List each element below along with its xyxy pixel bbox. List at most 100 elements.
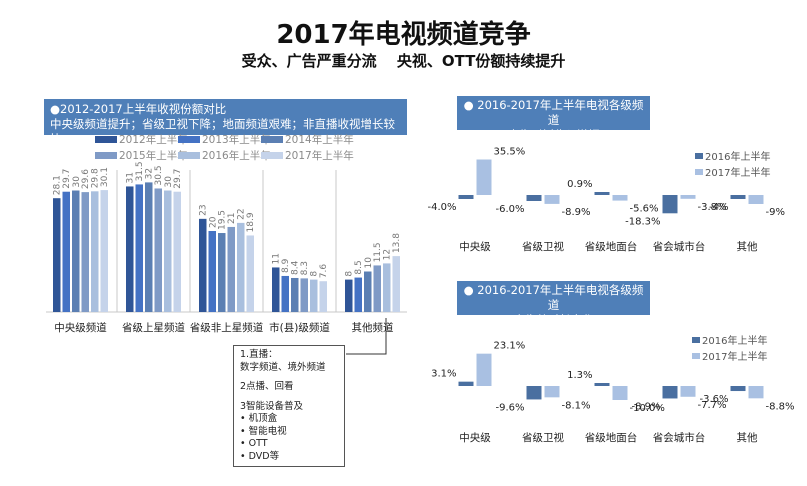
bar [458,195,474,199]
right-bottom-panel-header: ● 2016-2017年上半年电视各级频道 广告总时长变化 [457,281,650,327]
bar [748,195,764,204]
bar [383,263,391,312]
legend-swatch [95,136,117,143]
legend-swatch [695,169,703,175]
page-subtitle: 受众、广告严重分流 央视、OTT份额持续提升 [241,52,566,70]
note-line: 2点播、回看 [240,381,294,392]
category-label: 省级卫视 [522,240,564,253]
data-label: 29.7 [173,169,183,189]
bar [662,195,678,214]
data-label: 31.5 [135,161,145,181]
data-label: 29.7 [62,169,72,189]
legend-swatch [178,152,200,159]
right-top-header-line1: ● 2016-2017年上半年电视各级频道 [463,98,644,127]
bar [364,271,372,312]
category-label: 省级上星频道 [122,321,185,334]
bar [373,265,381,312]
note-line: 数字频道、境外频道 [240,361,326,373]
data-label: 10 [364,257,374,269]
category-label: 其他频道 [352,321,394,334]
legend-label: 2016年上半年 [705,150,770,163]
bar [126,186,134,312]
data-label: -10.0% [630,403,665,414]
data-label: -4% [709,202,728,213]
bar [680,386,696,397]
data-label: 35.5% [494,147,526,158]
bar [354,277,362,312]
data-label: -3.6% [699,394,728,405]
data-label: -9.6% [495,402,524,413]
category-label: 省级卫视 [522,431,564,444]
bar [53,198,61,312]
legend-label: 2016年上半年 [702,334,767,347]
data-label: 23.1% [494,341,526,352]
data-label: 8.3 [300,261,310,275]
note-line: 1.直播： [240,349,278,360]
legend-swatch [692,337,700,343]
data-label: 8 [310,271,320,277]
legend-swatch [95,152,117,159]
note-line: • 机顶盒 [240,413,278,424]
data-label: 31 [126,172,136,183]
left-panel-header-line1: ●2012-2017上半年收视份额对比 [50,102,227,116]
category-label: 省级地面台 [585,431,638,444]
bar [526,195,542,201]
bar [72,190,80,312]
note-line: • 智能电视 [240,425,287,437]
legend-label: 2017年上半年 [285,149,354,162]
bar [246,235,254,312]
bar [476,159,492,195]
legend-label: 2015年上半年 [119,149,188,162]
data-label: 22 [237,208,247,219]
data-label: -9% [766,207,785,218]
category-label: 中央级频道 [54,321,107,334]
category-label: 其他 [737,240,758,253]
legend-swatch [261,136,283,143]
data-label: 19.5 [218,210,228,230]
bar [237,222,245,312]
bar [173,191,181,312]
bar [319,281,327,312]
data-label: 8.5 [354,260,364,274]
bar [154,188,162,312]
legend-swatch [695,153,703,159]
data-label: 30.1 [100,167,110,187]
data-label: -18.3% [625,216,660,227]
category-label: 省级地面台 [585,240,638,253]
data-label: 13.8 [392,233,402,253]
data-label: 29.8 [91,168,101,188]
legend-label: 2017年上半年 [702,350,767,363]
bar [100,190,108,312]
data-label: 32 [145,168,155,179]
data-label: 8 [345,271,355,277]
data-label: -8.8% [766,401,795,412]
data-label: 7.6 [319,264,329,279]
bar [476,353,492,386]
data-label: -3.8% [698,202,727,213]
category-label: 省会城市台 [653,431,706,444]
data-label: 29.6 [81,169,91,189]
data-label: 20 [208,216,218,228]
category-label: 中央级 [459,240,491,253]
data-label: -8.9% [562,207,591,218]
data-label: -6.0% [495,204,524,215]
legend-swatch [261,152,283,159]
data-label: 1.3% [567,370,592,381]
data-label: -8.9% [631,401,660,412]
bar [81,192,89,312]
data-label: 30 [72,176,82,188]
data-label: 21 [227,212,237,223]
note-line: • OTT [240,438,268,449]
bar [145,182,153,312]
bar [281,275,289,312]
right-bottom-header-line2: 广告总时长变化 [513,313,594,327]
bar [612,386,628,400]
bar [594,192,610,195]
right-top-panel-header: ● 2016-2017年上半年电视各级频道 广告刊例收入增幅 [457,96,650,142]
bar [208,231,216,312]
category-label: 中央级 [459,431,491,444]
bar [218,233,226,312]
bar [730,386,746,392]
bar [199,218,207,312]
data-label: -4.0% [427,202,456,213]
